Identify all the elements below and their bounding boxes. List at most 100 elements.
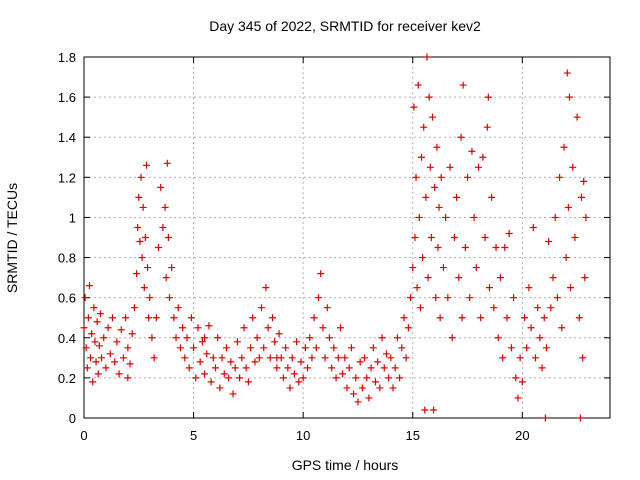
data-point [94, 370, 102, 378]
data-point [119, 354, 127, 362]
y-tick-label: 0.6 [58, 291, 76, 306]
data-point [545, 238, 553, 246]
data-point [415, 213, 423, 221]
data-point [181, 354, 189, 362]
y-tick-label: 0 [69, 411, 76, 426]
data-point [150, 354, 158, 362]
data-point [551, 213, 559, 221]
data-point [523, 344, 531, 352]
data-point [91, 338, 99, 346]
data-point [490, 304, 498, 312]
data-point [563, 69, 571, 77]
y-tick-label: 1 [69, 210, 76, 225]
data-point [507, 344, 515, 352]
data-point [126, 360, 134, 368]
data-point [297, 358, 305, 366]
data-point [185, 364, 193, 372]
data-point [88, 330, 96, 338]
data-point [293, 338, 301, 346]
data-point [258, 304, 266, 312]
data-point [419, 254, 427, 262]
data-point [494, 334, 502, 342]
data-point [512, 374, 520, 382]
data-point [104, 324, 112, 332]
data-point [137, 173, 145, 181]
data-point [525, 284, 533, 292]
data-point [367, 364, 375, 372]
data-point [80, 324, 88, 332]
y-tick-label: 1.2 [58, 170, 76, 185]
data-point [380, 364, 388, 372]
data-point [268, 314, 276, 322]
data-point [458, 314, 466, 322]
data-point [271, 338, 279, 346]
data-point [130, 304, 138, 312]
data-point [144, 264, 152, 272]
data-point [290, 370, 298, 378]
y-axis-label: SRMTID / TECUs [4, 183, 20, 293]
data-point [580, 177, 588, 185]
data-point [264, 324, 272, 332]
data-point [165, 294, 173, 302]
data-point [334, 354, 342, 362]
data-point [385, 374, 393, 382]
data-point [139, 203, 147, 211]
data-point [538, 364, 546, 372]
x-axis-label: GPS time / hours [292, 457, 399, 473]
data-point [95, 342, 103, 350]
data-point [416, 304, 424, 312]
x-tick-label: 15 [406, 428, 420, 443]
data-point [138, 254, 146, 262]
x-tick-label: 10 [296, 428, 310, 443]
x-tick-label: 0 [80, 428, 87, 443]
data-point [141, 234, 149, 241]
data-point [192, 374, 200, 382]
data-point [433, 143, 441, 151]
data-point [531, 354, 539, 362]
data-point [407, 294, 415, 302]
data-point [448, 334, 456, 342]
data-point [547, 304, 555, 312]
data-point [569, 163, 577, 171]
data-point [430, 406, 438, 414]
data-point [328, 364, 336, 372]
data-point [102, 364, 110, 372]
data-point [332, 374, 340, 382]
data-point [90, 304, 98, 312]
data-point [374, 358, 382, 366]
data-point [378, 334, 386, 342]
data-point [389, 384, 397, 392]
data-point [170, 314, 178, 322]
data-point [207, 378, 215, 386]
data-point [310, 314, 318, 322]
data-point [134, 223, 142, 231]
data-point [203, 350, 211, 358]
data-point [536, 334, 544, 342]
data-point [400, 314, 408, 322]
data-point [164, 234, 172, 241]
data-point [501, 244, 509, 252]
data-point [541, 414, 549, 422]
data-point [387, 354, 395, 362]
data-point [282, 344, 290, 352]
data-point [323, 304, 331, 312]
data-point [163, 159, 171, 167]
data-point [194, 324, 202, 332]
data-point [464, 173, 472, 181]
data-point [481, 234, 489, 241]
data-point [98, 354, 106, 362]
data-point [174, 304, 182, 312]
data-point [518, 378, 526, 386]
data-point [439, 264, 447, 272]
data-point [266, 354, 274, 362]
data-point [457, 133, 465, 141]
data-point [176, 344, 184, 352]
data-point [455, 274, 463, 282]
data-point [201, 334, 209, 342]
data-point [133, 270, 141, 278]
data-point [579, 354, 587, 362]
data-point [461, 244, 469, 252]
data-point [249, 314, 257, 322]
data-point [85, 282, 93, 290]
data-point [122, 314, 130, 322]
